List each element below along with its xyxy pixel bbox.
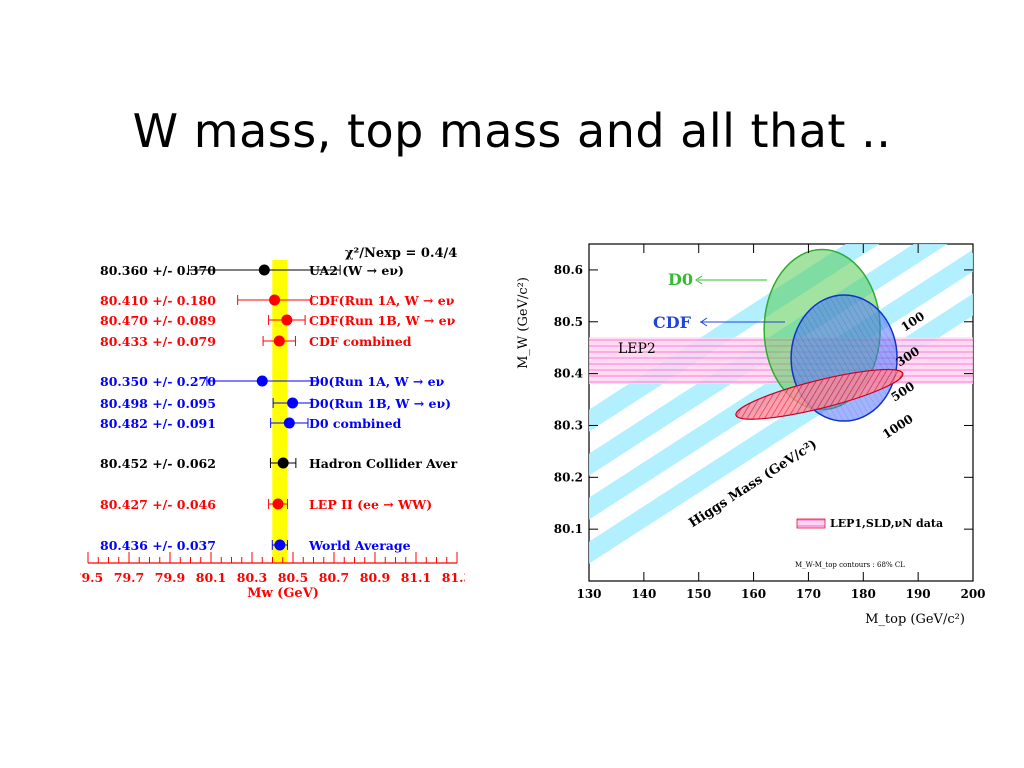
measurement-label: D0(Run 1B, W → eν) [309, 396, 451, 411]
measurement-point [273, 335, 285, 347]
y-tick-label: 80.3 [554, 418, 583, 432]
measurement-value: 80.470 +/- 0.089 [100, 313, 216, 328]
measurement-point [258, 264, 270, 276]
measurement-label: CDF(Run 1B, W → eν [309, 313, 456, 328]
measurement-label: UA2 (W → eν) [309, 263, 404, 278]
legend-label: LEP1,SLD,νN data [830, 517, 943, 530]
y-tick-label: 80.5 [554, 315, 583, 329]
measurement-point [274, 539, 286, 551]
measurement-value: 80.482 +/- 0.091 [100, 416, 216, 431]
measurement-point [277, 457, 289, 469]
mw-mtop-axes: 130 140 150 160 170 180 190 200 80.1 80.2 80.3 80.4… [554, 244, 986, 601]
measurement-label: LEP II (ee → WW) [309, 497, 432, 512]
measurement-point [283, 417, 295, 429]
measurement-value: 80.410 +/- 0.180 [100, 293, 216, 308]
x-tick-label: 160 [741, 587, 766, 601]
x-tick-label: 130 [576, 587, 601, 601]
x-tick-label: 150 [686, 587, 711, 601]
x-tick-label: 170 [796, 587, 821, 601]
wmass-x-axis: 79.5 79.7 79.9 80.1 80.3 80.5 80.7 80.9 81.1 81.3 [80, 552, 465, 585]
measurement-value: 80.360 +/- 0.370 [100, 263, 216, 278]
x-tick-label: 79.9 [155, 570, 185, 585]
x-tick-label: 80.9 [360, 570, 390, 585]
d0-arrow-head [695, 275, 703, 285]
x-tick-label: 80.5 [278, 570, 308, 585]
measurement-label: CDF combined [309, 334, 412, 349]
y-tick-label: 80.1 [554, 522, 583, 536]
x-tick-label: 190 [906, 587, 931, 601]
chi2-label: χ²/Nexp = 0.4/4 [345, 246, 457, 261]
wmass-x-axis-label: Mw (GeV) [247, 586, 319, 601]
cdf-label: CDF [653, 313, 692, 332]
measurement-label: D0(Run 1A, W → eν [309, 374, 445, 389]
slide-title: W mass, top mass and all that .. [132, 104, 892, 158]
wmass-labels: 80.360 +/- 0.370 UA2 (W → eν) 80.410 +/- 0… [100, 263, 458, 553]
legend-swatch [796, 518, 826, 529]
measurement-point [269, 294, 281, 306]
measurement-point [272, 498, 284, 510]
y-tick-label: 80.6 [554, 263, 583, 277]
measurement-value: 80.433 +/- 0.079 [100, 334, 216, 349]
world-average-band-rect [272, 260, 288, 563]
y-axis-label: M_W (GeV/c²) [516, 277, 531, 369]
measurement-point [281, 314, 293, 326]
y-tick-label: 80.2 [554, 470, 583, 484]
measurement-point [256, 375, 268, 387]
measurement-value: 80.350 +/- 0.270 [100, 374, 216, 389]
measurement-label: Hadron Collider Aver [309, 456, 458, 471]
lep2-label: LEP2 [618, 341, 656, 357]
x-tick-label: 180 [851, 587, 876, 601]
world-average-band [272, 260, 288, 563]
measurement-value: 80.498 +/- 0.095 [100, 396, 216, 411]
lep1-sld-contour [735, 368, 904, 420]
wmass-chart: 80.360 +/- 0.370 UA2 (W → eν) 80.410 +/- 0… [80, 246, 465, 601]
x-tick-label: 81.1 [401, 570, 431, 585]
measurement-value: 80.427 +/- 0.046 [100, 497, 216, 512]
x-tick-label: 79.5 [80, 570, 103, 585]
mw-mtop-chart: 130 140 150 160 170 180 190 200 80.1 80.2 80.3 80.4… [516, 243, 986, 627]
d0-label: D0 [668, 270, 693, 289]
measurement-label: World Average [308, 538, 411, 553]
x-axis-label: M_top (GeV/c²) [865, 612, 965, 627]
x-tick-label: 140 [631, 587, 656, 601]
cdf-arrow-head [700, 317, 708, 327]
measurement-point [287, 397, 299, 409]
y-tick-label: 80.4 [554, 367, 583, 381]
contour-footnote: M_W-M_top contours : 68% CL [795, 561, 905, 569]
x-tick-label: 81.3 [442, 570, 465, 585]
measurement-value: 80.452 +/- 0.062 [100, 456, 216, 471]
measurement-label: D0 combined [309, 416, 402, 431]
x-tick-label: 80.1 [196, 570, 226, 585]
x-tick-label: 80.7 [319, 570, 349, 585]
wmass-points [187, 264, 341, 551]
x-tick-label: 79.7 [114, 570, 144, 585]
x-tick-label: 80.3 [237, 570, 267, 585]
x-tick-label: 200 [960, 587, 985, 601]
measurement-label: CDF(Run 1A, W → eν [309, 293, 455, 308]
measurement-value: 80.436 +/- 0.037 [100, 538, 216, 553]
